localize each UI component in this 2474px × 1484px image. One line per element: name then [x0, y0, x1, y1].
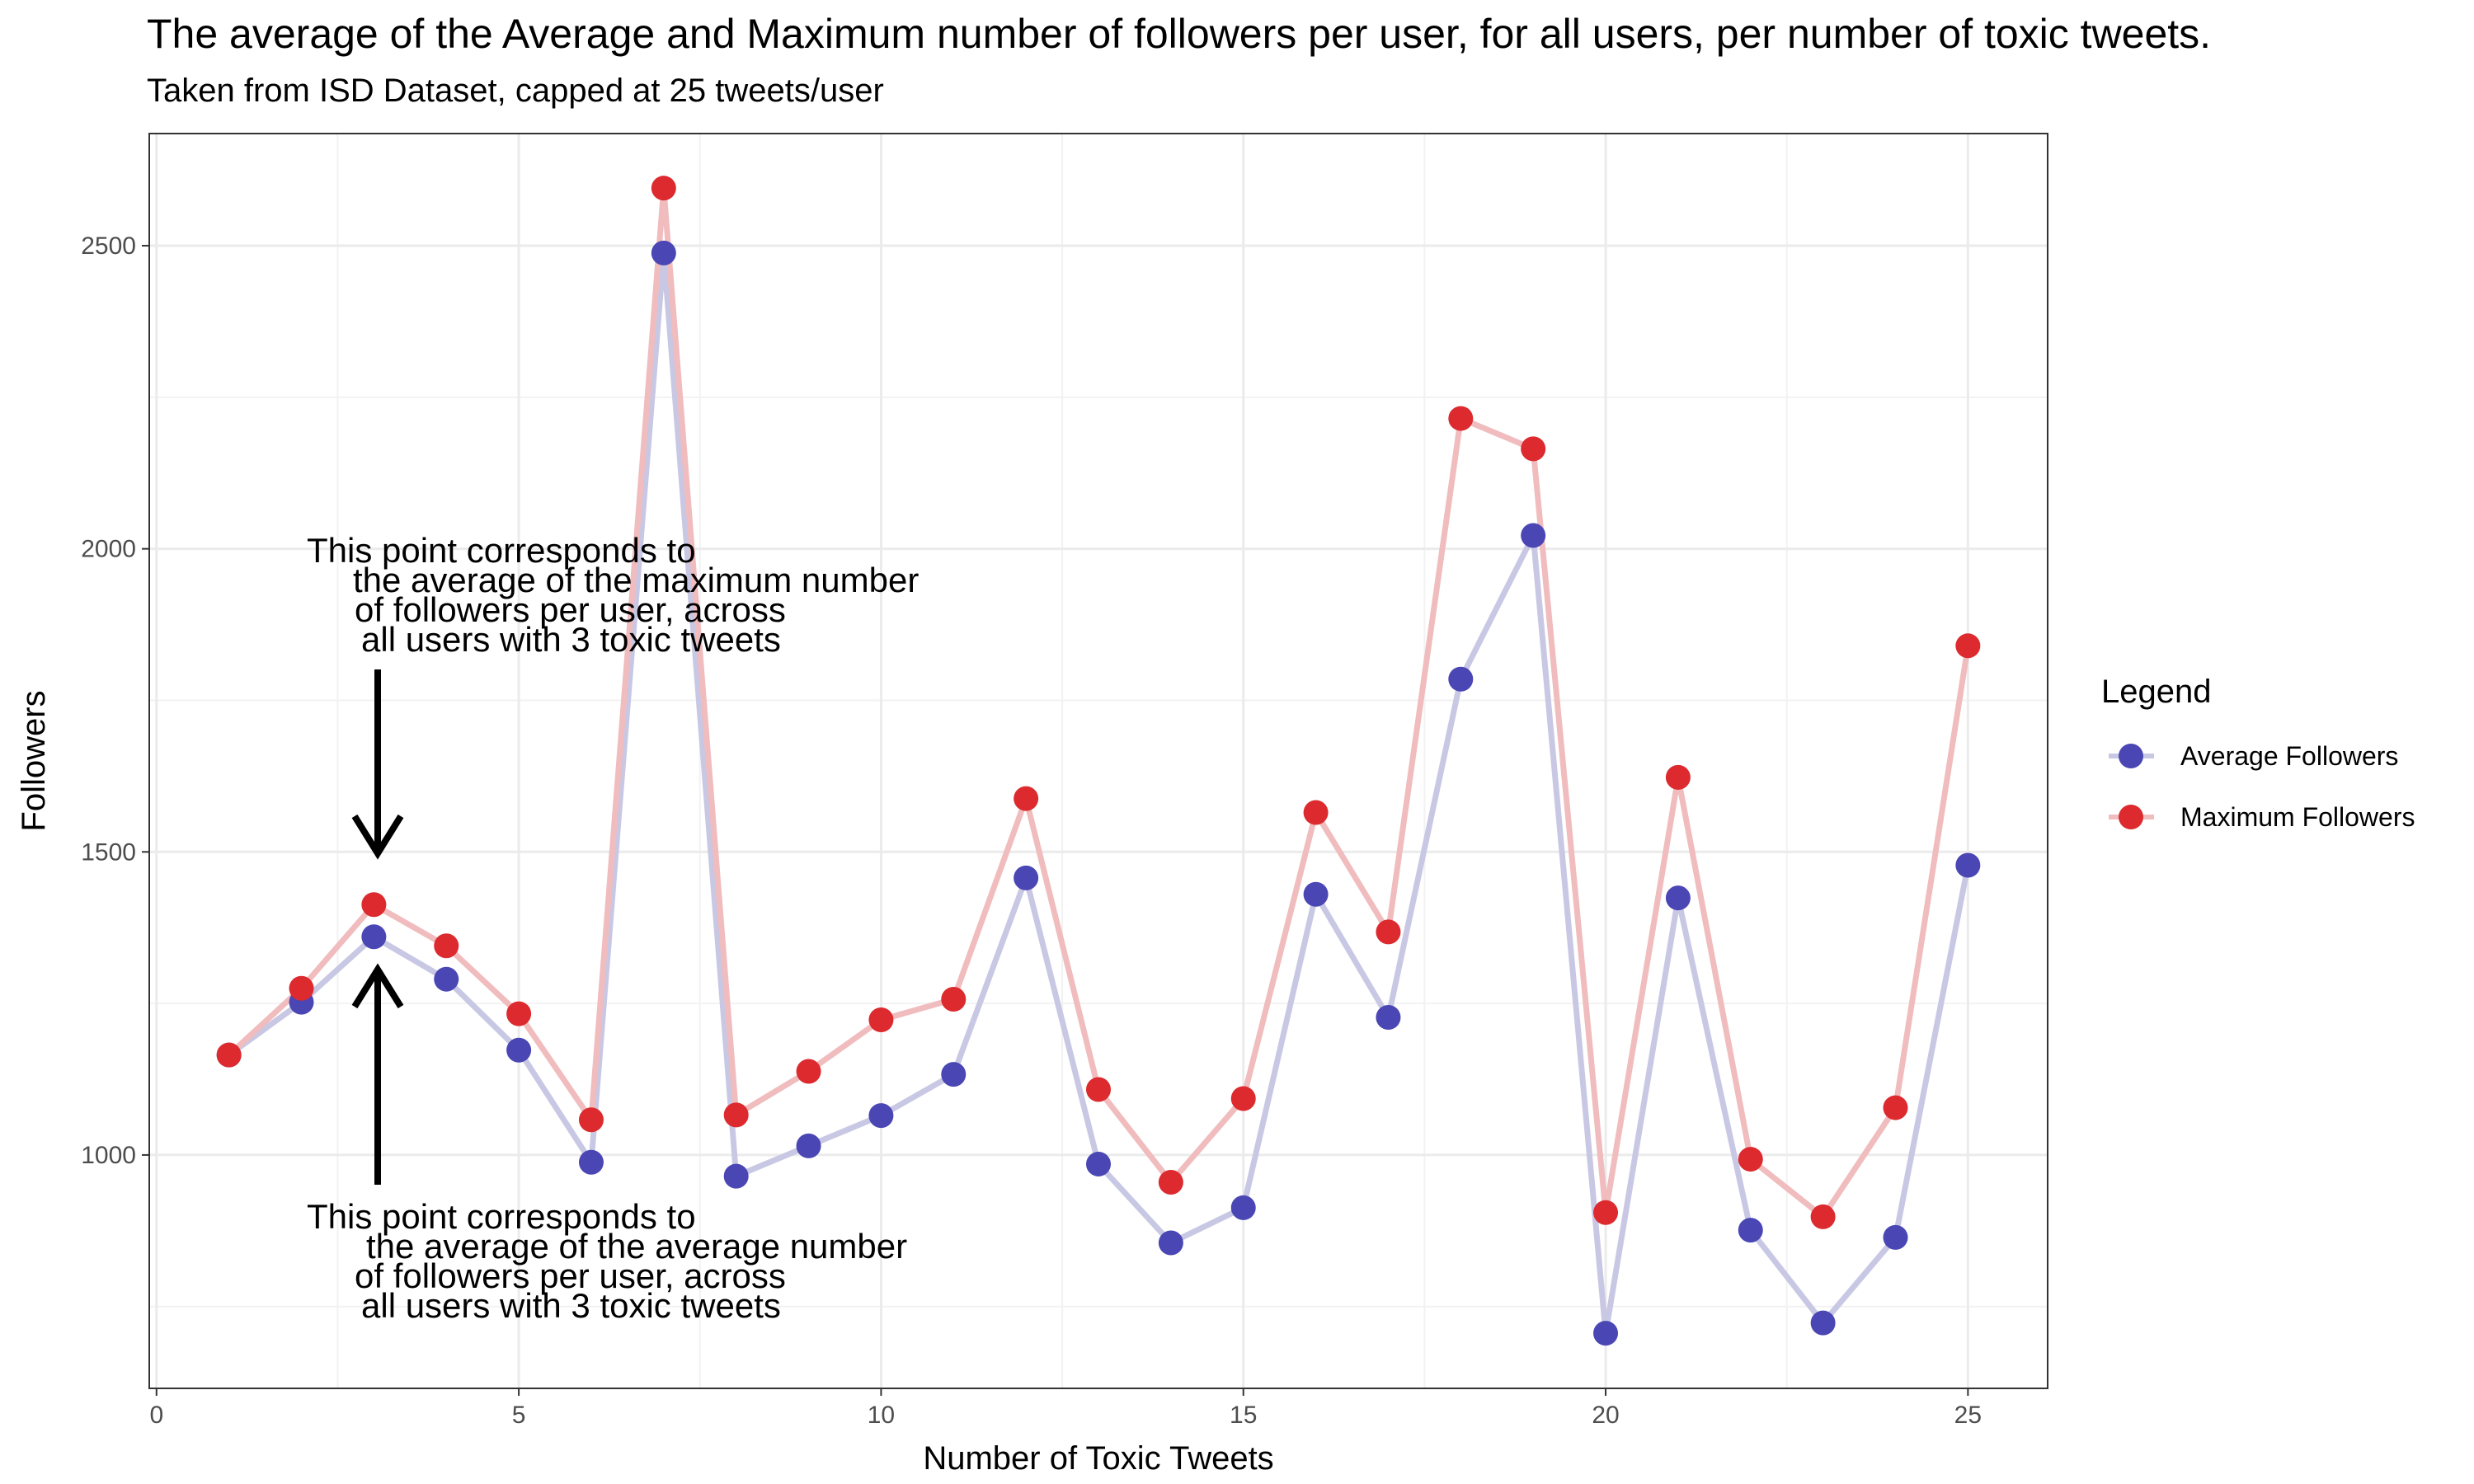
legend-key-point-maximum — [2119, 805, 2143, 829]
data-point-1-7 — [651, 176, 676, 201]
y-axis-title: Followers — [16, 690, 52, 831]
x-tick-label: 5 — [512, 1402, 526, 1429]
y-tick-label: 1500 — [81, 838, 136, 866]
data-point-1-24 — [1883, 1095, 1908, 1120]
data-point-1-14 — [1158, 1170, 1183, 1195]
data-point-1-15 — [1230, 1086, 1256, 1111]
x-axis: 0 5 10 15 20 25 — [149, 1388, 1982, 1429]
data-point-1-19 — [1521, 436, 1546, 462]
data-point-0-9 — [796, 1133, 821, 1158]
data-point-1-1 — [216, 1042, 242, 1068]
data-point-1-2 — [289, 975, 314, 1001]
data-point-0-17 — [1376, 1005, 1401, 1031]
y-tick-label: 2500 — [81, 232, 136, 260]
series-points — [216, 176, 1981, 1346]
annotation-top-line-3: of followers per user, across — [355, 590, 786, 629]
data-point-0-23 — [1810, 1310, 1836, 1336]
data-point-1-17 — [1376, 919, 1401, 945]
legend-label-maximum: Maximum Followers — [2180, 802, 2415, 832]
annotation-bottom-line-2: the average of the average number — [366, 1227, 907, 1266]
data-point-0-16 — [1303, 881, 1329, 907]
data-point-0-19 — [1521, 523, 1546, 548]
plot-border — [148, 133, 2048, 1389]
legend-key-point-average — [2119, 744, 2143, 768]
annotation-top-line-2: the average of the maximum number — [353, 561, 919, 599]
data-point-0-25 — [1955, 852, 1981, 878]
x-tick-label: 0 — [149, 1402, 163, 1429]
annotation-bottom-line-4: all users with 3 toxic tweets — [361, 1286, 781, 1325]
data-point-0-12 — [1014, 865, 1039, 890]
chart-title: The average of the Average and Maximum n… — [147, 11, 2212, 57]
data-point-1-11 — [941, 986, 967, 1012]
plot-panel — [149, 134, 2048, 1388]
data-point-1-9 — [796, 1059, 821, 1084]
data-point-1-21 — [1665, 764, 1691, 790]
x-axis-title: Number of Toxic Tweets — [923, 1440, 1273, 1477]
grid-minor — [149, 134, 2048, 1388]
data-point-0-7 — [651, 240, 676, 265]
data-point-1-3 — [361, 892, 387, 918]
legend-item-maximum: Maximum Followers — [2109, 802, 2415, 832]
x-tick-label: 10 — [868, 1402, 895, 1429]
data-point-1-5 — [506, 1001, 532, 1026]
data-point-0-13 — [1086, 1151, 1111, 1176]
data-point-0-8 — [723, 1163, 749, 1189]
data-point-1-25 — [1955, 633, 1981, 659]
arrow-up-icon — [351, 963, 404, 1185]
legend-title: Legend — [2101, 674, 2211, 710]
x-tick-label: 25 — [1954, 1402, 1982, 1429]
data-point-1-20 — [1593, 1200, 1619, 1225]
annotations: This point corresponds to the average of… — [307, 531, 919, 1325]
data-point-1-23 — [1810, 1204, 1836, 1229]
chart-subtitle: Taken from ISD Dataset, capped at 25 twe… — [147, 73, 884, 109]
data-point-0-14 — [1158, 1230, 1183, 1256]
data-point-1-13 — [1086, 1077, 1111, 1102]
data-point-1-22 — [1738, 1147, 1763, 1172]
data-point-0-11 — [941, 1062, 967, 1087]
data-point-0-3 — [361, 924, 387, 950]
data-point-0-5 — [506, 1037, 532, 1063]
legend-label-average: Average Followers — [2180, 741, 2398, 771]
annotation-bottom-line-1: This point corresponds to — [307, 1197, 696, 1236]
y-tick-label: 1000 — [81, 1142, 136, 1169]
x-tick-label: 20 — [1592, 1402, 1619, 1429]
data-point-1-8 — [723, 1102, 749, 1128]
data-point-0-4 — [434, 966, 459, 992]
legend: Legend Average Followers Maximum Followe… — [2101, 674, 2415, 832]
data-point-1-4 — [434, 933, 459, 959]
data-point-1-16 — [1303, 800, 1329, 825]
data-point-1-18 — [1448, 406, 1474, 431]
data-point-0-20 — [1593, 1321, 1619, 1346]
legend-item-average: Average Followers — [2109, 741, 2398, 771]
y-axis: 1000 1500 2000 2500 — [81, 232, 149, 1169]
data-point-0-22 — [1738, 1218, 1763, 1243]
data-point-0-24 — [1883, 1224, 1908, 1250]
y-tick-label: 2000 — [81, 536, 136, 563]
data-point-1-12 — [1014, 786, 1039, 811]
data-point-0-15 — [1230, 1195, 1256, 1220]
data-point-0-21 — [1665, 885, 1691, 911]
data-point-0-6 — [578, 1149, 604, 1175]
arrow-down-icon — [351, 669, 404, 860]
x-tick-label: 15 — [1230, 1402, 1257, 1429]
annotation-top-line-1: This point corresponds to — [307, 531, 696, 570]
data-point-0-18 — [1448, 666, 1474, 692]
annotation-bottom-line-3: of followers per user, across — [355, 1256, 786, 1295]
annotation-top-line-4: all users with 3 toxic tweets — [361, 620, 781, 659]
data-point-0-10 — [868, 1103, 894, 1129]
data-point-1-10 — [868, 1007, 894, 1032]
data-point-1-6 — [578, 1107, 604, 1133]
